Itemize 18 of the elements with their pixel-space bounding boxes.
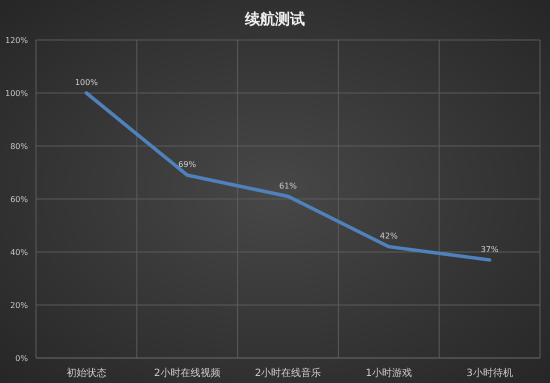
y-tick-label: 60% (10, 195, 28, 204)
x-tick-label: 初始状态 (66, 367, 106, 379)
y-tick-label: 20% (10, 301, 28, 310)
data-label: 69% (178, 160, 196, 170)
y-tick-label: 40% (10, 248, 28, 257)
data-label: 37% (480, 244, 499, 254)
y-tick-label: 80% (10, 142, 28, 151)
y-tick-label: 100% (5, 89, 28, 98)
x-tick-label: 2小时在线音乐 (254, 367, 322, 379)
data-label: 42% (380, 232, 398, 241)
x-tick-label: 3小时待机 (466, 367, 513, 379)
x-tick-label: 1小时游戏 (366, 367, 412, 379)
y-tick-label: 0% (15, 354, 28, 363)
data-label: 100% (74, 78, 98, 87)
data-label: 61% (279, 181, 298, 190)
x-tick-label: 2小时在线视频 (154, 367, 220, 379)
chart-title: 续航测试 (244, 10, 305, 28)
y-tick-label: 120% (5, 36, 28, 45)
